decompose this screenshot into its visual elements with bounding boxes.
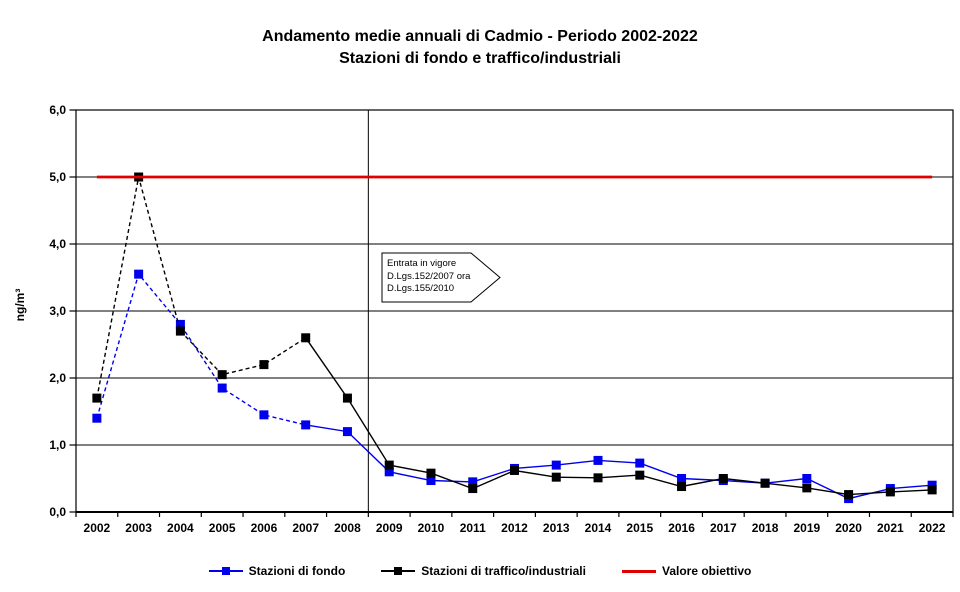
series-marker-1-2011 xyxy=(468,484,478,494)
obiettivo-line-icon xyxy=(621,567,656,576)
x-tick-label: 2008 xyxy=(334,521,361,535)
annotation-line-3: D.Lgs.155/2010 xyxy=(387,283,455,294)
series-marker-0-2015 xyxy=(635,458,645,468)
series-marker-1-2017 xyxy=(718,474,728,483)
series-marker-1-2012 xyxy=(510,465,519,475)
series-marker-0-2014 xyxy=(593,455,603,465)
series-marker-1-2016 xyxy=(677,482,687,492)
x-tick-label: 2019 xyxy=(793,521,821,535)
chart-title: Andamento medie annuali di Cadmio - Peri… xyxy=(0,26,960,70)
series-line-dashed-1 xyxy=(96,176,307,399)
annotation-line-2: D.Lgs.152/2007 ora xyxy=(387,270,471,282)
legend-item-obiettivo: Valore obiettivo xyxy=(621,564,752,578)
y-tick-label: 2,0 xyxy=(49,371,66,385)
series-marker-0-2006 xyxy=(259,410,269,420)
x-tick-label: 2014 xyxy=(584,521,612,535)
x-tick-label: 2016 xyxy=(668,521,695,535)
series-marker-0-2008 xyxy=(342,427,352,437)
x-tick-label: 2018 xyxy=(751,521,779,535)
series-marker-0-2016 xyxy=(677,474,687,483)
chart-title-line1: Andamento medie annuali di Cadmio - Peri… xyxy=(262,28,698,45)
series-marker-1-2018 xyxy=(760,478,770,488)
series-marker-1-2014 xyxy=(593,473,603,483)
series-line-solid-0 xyxy=(305,424,933,500)
x-tick-label: 2017 xyxy=(709,521,737,535)
legend-label-traffico: Stazioni di traffico/industriali xyxy=(421,564,586,578)
x-tick-label: 2002 xyxy=(83,521,111,535)
x-tick-label: 2010 xyxy=(417,521,445,535)
series-line-dashed-0 xyxy=(96,272,306,426)
x-tick-label: 2009 xyxy=(375,521,403,535)
series-marker-0-2005 xyxy=(217,383,227,393)
annotation-callout-shape xyxy=(381,252,501,303)
series-marker-1-2004 xyxy=(175,326,185,336)
series-marker-1-2006 xyxy=(259,360,269,370)
series-marker-0-2019 xyxy=(802,474,812,483)
series-marker-1-2007 xyxy=(301,333,311,343)
annotation-callout-text: Entrata in vigore D.Lgs.152/2007 ora D.L… xyxy=(387,258,470,296)
series-marker-1-2013 xyxy=(551,472,561,482)
x-tick-label: 2005 xyxy=(208,521,236,535)
series-marker-0-2013 xyxy=(551,460,561,470)
annotation-line-1: Entrata in vigore xyxy=(387,258,457,269)
legend-item-traffico: Stazioni di traffico/industriali xyxy=(381,564,586,578)
series-marker-0-2004 xyxy=(175,319,185,329)
y-tick-label: 6,0 xyxy=(49,103,66,117)
series-marker-1-2021 xyxy=(885,487,895,497)
x-tick-label: 2015 xyxy=(626,521,654,535)
series-marker-1-2019 xyxy=(802,483,812,493)
x-tick-label: 2022 xyxy=(918,521,946,535)
x-tick-label: 2021 xyxy=(876,521,904,535)
series-marker-0-2022 xyxy=(927,480,937,490)
legend-label-obiettivo: Valore obiettivo xyxy=(661,564,752,578)
x-tick-label: 2011 xyxy=(459,521,486,535)
chart-title-line2: Stazioni di fondo e traffico/industriali xyxy=(339,50,621,67)
series-marker-0-2007 xyxy=(301,420,311,430)
series-line-solid-1 xyxy=(305,337,933,496)
series-marker-0-2011 xyxy=(468,477,478,487)
series-marker-1-2009 xyxy=(384,460,394,470)
y-tick-label: 3,0 xyxy=(49,304,66,318)
x-tick-label: 2003 xyxy=(125,521,152,535)
legend: Stazioni di fondo Stazioni di traffico/i… xyxy=(0,564,960,578)
x-tick-label: 2007 xyxy=(292,521,320,535)
x-tick-label: 2004 xyxy=(167,521,194,535)
y-axis-title: ng/m³ xyxy=(13,288,27,322)
series-marker-0-2009 xyxy=(384,467,394,477)
legend-label-fondo: Stazioni di fondo xyxy=(248,564,346,578)
series-marker-1-2005 xyxy=(217,370,227,380)
x-tick-label: 2020 xyxy=(835,521,862,535)
traffico-line-square-icon xyxy=(381,567,416,576)
series-marker-0-2010 xyxy=(426,476,436,486)
series-marker-0-2003 xyxy=(134,269,144,279)
x-tick-label: 2013 xyxy=(542,521,570,535)
fondo-line-square-icon xyxy=(208,567,243,576)
y-tick-label: 5,0 xyxy=(49,170,66,184)
x-tick-label: 2012 xyxy=(501,521,528,535)
y-tick-label: 0,0 xyxy=(49,505,66,519)
x-tick-label: 2006 xyxy=(250,521,278,535)
series-marker-1-2022 xyxy=(927,485,937,495)
series-marker-1-2008 xyxy=(342,393,352,403)
y-tick-label: 4,0 xyxy=(49,237,66,251)
series-marker-1-2002 xyxy=(92,393,102,403)
series-marker-1-2020 xyxy=(844,490,854,500)
series-marker-1-2010 xyxy=(426,468,436,478)
y-tick-label: 1,0 xyxy=(49,438,66,452)
legend-item-fondo: Stazioni di fondo xyxy=(208,564,346,578)
series-marker-0-2002 xyxy=(92,413,102,423)
series-marker-1-2015 xyxy=(635,470,645,480)
